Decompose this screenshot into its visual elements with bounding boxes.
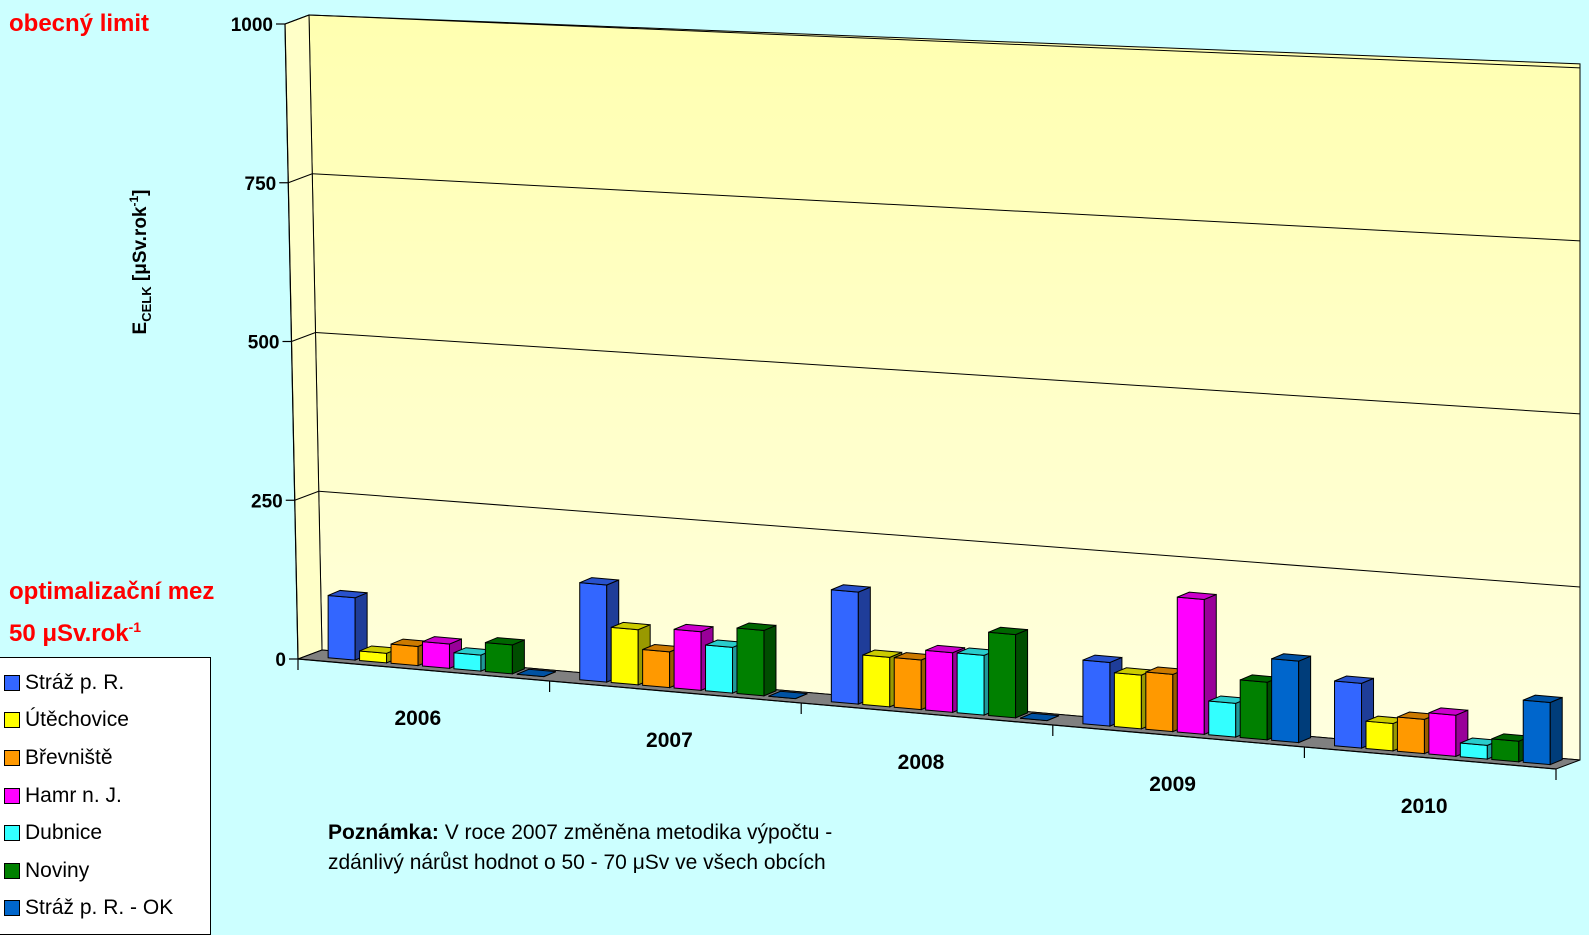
legend-label-6: Stráž p. R. - OK (25, 896, 174, 920)
legend-label-1: Útěchovice (25, 708, 129, 732)
y-title-main: E (130, 322, 151, 335)
legend-item-5: Noviny (4, 852, 210, 890)
side-gridline-1000 (284, 14, 310, 25)
x-axis-line (297, 658, 1557, 770)
optimization-limit-label: optimalizační mez (9, 578, 215, 605)
bar-2006-0 (327, 589, 368, 661)
y-title-rest: [μSv.rok (130, 206, 151, 286)
legend-label-5: Noviny (25, 858, 90, 882)
x-tick-label-2007: 2007 (646, 729, 693, 752)
bars (327, 577, 1563, 766)
x-tick-label-2008: 2008 (898, 751, 945, 774)
legend-item-6: Stráž p. R. - OK (4, 890, 210, 928)
side-gridline-500 (291, 332, 316, 342)
note-line2: zdánlivý nárůst hodnot o 50 - 70 μSv ve … (328, 851, 826, 874)
y-axis-title: ECELK [μSv.rok-1] (127, 190, 154, 335)
legend: Stráž p. R. Útěchovice Břevniště Hamr n. J.… (0, 657, 211, 935)
optimization-sup: -1 (128, 619, 142, 635)
bar-2006-5 (484, 637, 525, 675)
legend-item-1: Útěchovice (4, 702, 210, 740)
note-bold: Poznámka: (328, 821, 439, 844)
legend-swatch-2 (4, 749, 20, 766)
y-axis-line (284, 23, 299, 660)
gridline-500 (315, 332, 1581, 415)
legend-swatch-5 (4, 862, 20, 879)
legend-label-4: Dubnice (25, 821, 103, 845)
y-title-sup: -1 (127, 196, 141, 207)
legend-swatch-0 (4, 674, 20, 691)
bar-2009-6 (1271, 653, 1312, 744)
y-axis: 0 250 500 750 1000 (231, 15, 299, 671)
bar-2010-5 (1491, 733, 1532, 763)
legend-label-3: Hamr n. J. (25, 783, 122, 807)
bar-2008-5 (988, 626, 1029, 719)
general-limit-label: obecný limit (9, 10, 150, 37)
optimization-value-label: 50 μSv.rok-1 (9, 619, 141, 648)
footnote: Poznámka: V roce 2007 změněna metodika v… (328, 818, 832, 878)
legend-item-0: Stráž p. R. (4, 664, 210, 702)
x-tick-label-2009: 2009 (1149, 773, 1196, 796)
x-axis: 2006 2007 2008 2009 2010 (297, 658, 1557, 818)
bar-2007-6 (768, 690, 808, 700)
bar-2006-6 (516, 668, 557, 678)
y-tick-label-500: 500 (248, 333, 280, 354)
y-tick-label-0: 0 (275, 650, 286, 671)
bar-2007-5 (736, 622, 777, 697)
y-tick-label-1000: 1000 (231, 15, 273, 36)
gridlines (284, 14, 1581, 588)
legend-swatch-4 (4, 825, 20, 842)
legend-swatch-3 (4, 787, 20, 804)
y-tick-label-750: 750 (245, 174, 277, 195)
y-title-sub: CELK (139, 286, 154, 322)
y-title-end: ] (130, 190, 151, 196)
y-tick-label-250: 250 (251, 491, 283, 512)
legend-swatch-6 (4, 900, 20, 917)
side-gridline-250 (294, 490, 319, 501)
gridline-250 (318, 490, 1581, 588)
note-line1: V roce 2007 změněna metodika výpočtu - (438, 821, 833, 844)
legend-item-4: Dubnice (4, 814, 210, 852)
bar-2008-6 (1019, 712, 1060, 722)
optimization-value: 50 μSv.rok (9, 620, 129, 647)
legend-label-2: Břevniště (25, 745, 113, 769)
side-gridline-750 (288, 173, 313, 184)
gridline-1000 (308, 14, 1581, 69)
x-tick-label-2006: 2006 (394, 707, 441, 730)
x-tick-label-2010: 2010 (1401, 795, 1448, 818)
legend-label-0: Stráž p. R. (25, 670, 125, 694)
legend-item-2: Břevniště (4, 739, 210, 777)
gridline-750 (312, 173, 1581, 242)
bar-2010-6 (1522, 694, 1563, 766)
legend-item-3: Hamr n. J. (4, 777, 210, 815)
legend-swatch-1 (4, 712, 20, 729)
